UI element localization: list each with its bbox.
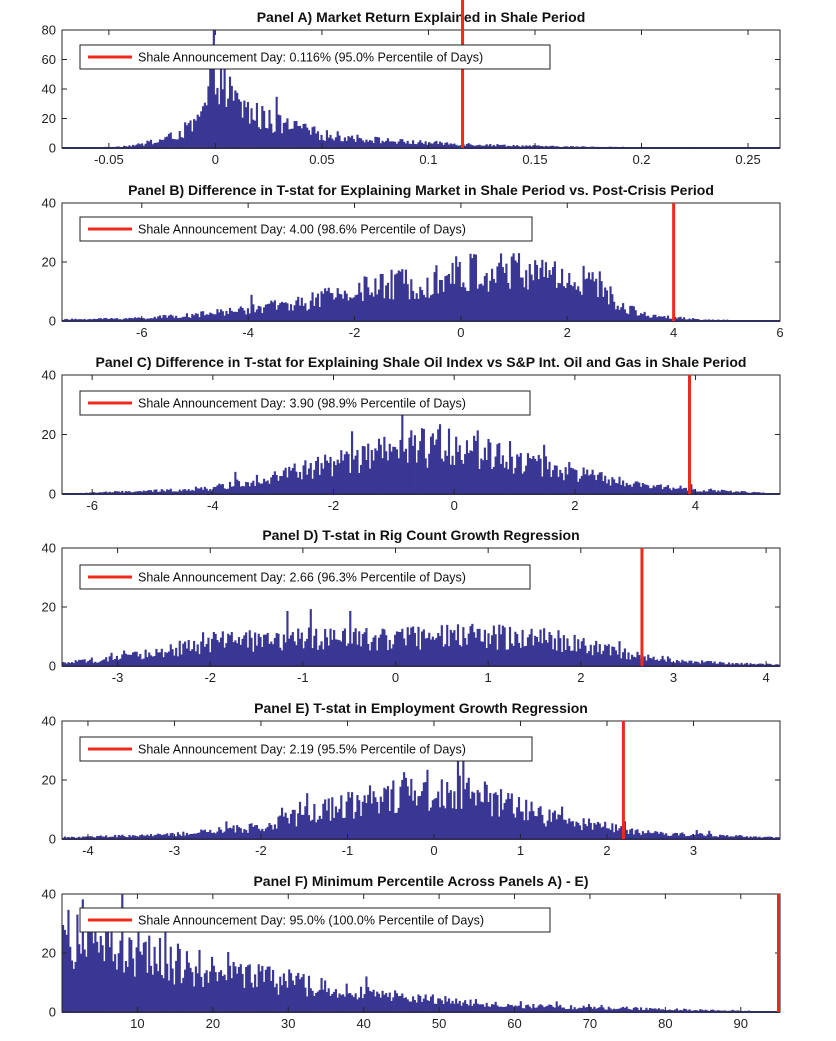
x-tick-label: -2	[328, 498, 340, 513]
x-tick-label: 1	[517, 843, 524, 858]
legend-label: Shale Announcement Day: 4.00 (98.6% Perc…	[138, 223, 466, 237]
y-tick-label: 20	[42, 600, 56, 615]
y-tick-label: 40	[42, 541, 56, 556]
panel-title: Panel F) Minimum Percentile Across Panel…	[253, 873, 588, 889]
x-tick-label: 0	[430, 843, 437, 858]
x-tick-label: 0	[392, 670, 399, 685]
x-tick-label: 0.2	[632, 152, 650, 167]
panel-e: Panel E) T-stat in Employment Growth Reg…	[42, 700, 781, 858]
legend: Shale Announcement Day: 2.19 (95.5% Perc…	[80, 737, 532, 761]
x-tick-label: 4	[762, 670, 769, 685]
x-tick-label: 90	[734, 1016, 748, 1031]
panel-title: Panel E) T-stat in Employment Growth Reg…	[254, 700, 588, 716]
panel-a: Panel A) Market Return Explained in Shal…	[42, 0, 780, 167]
panel-title: Panel D) T-stat in Rig Count Growth Regr…	[262, 527, 579, 543]
x-tick-label: 0	[457, 325, 464, 340]
x-tick-label: -6	[136, 325, 148, 340]
panel-title: Panel B) Difference in T-stat for Explai…	[128, 182, 714, 198]
x-tick-label: 4	[670, 325, 677, 340]
panel-title: Panel A) Market Return Explained in Shal…	[257, 9, 586, 25]
x-tick-label: 4	[692, 498, 699, 513]
x-tick-label: 60	[507, 1016, 521, 1031]
legend: Shale Announcement Day: 0.116% (95.0% Pe…	[80, 45, 550, 69]
x-tick-label: 50	[432, 1016, 446, 1031]
x-tick-label: 30	[281, 1016, 295, 1031]
x-tick-label: 0.1	[419, 152, 437, 167]
x-tick-label: -2	[204, 670, 216, 685]
y-tick-label: 40	[42, 82, 56, 97]
y-tick-label: 40	[42, 196, 56, 211]
x-tick-label: 0	[451, 498, 458, 513]
panel-c: Panel C) Difference in T-stat for Explai…	[42, 354, 780, 513]
legend-label: Shale Announcement Day: 0.116% (95.0% Pe…	[138, 51, 483, 65]
y-tick-label: 0	[49, 314, 56, 329]
y-tick-label: 0	[49, 487, 56, 502]
x-tick-label: 2	[571, 498, 578, 513]
y-tick-label: 0	[49, 832, 56, 847]
x-tick-label: -3	[169, 843, 181, 858]
x-tick-label: -3	[112, 670, 124, 685]
y-tick-label: 20	[42, 946, 56, 961]
legend: Shale Announcement Day: 3.90 (98.9% Perc…	[80, 391, 530, 415]
x-tick-label: 0.15	[522, 152, 547, 167]
x-tick-label: 40	[356, 1016, 370, 1031]
y-tick-label: 20	[42, 773, 56, 788]
x-tick-label: -4	[207, 498, 219, 513]
x-tick-label: 80	[658, 1016, 672, 1031]
x-tick-label: -2	[349, 325, 361, 340]
x-tick-label: 70	[583, 1016, 597, 1031]
x-tick-label: 10	[130, 1016, 144, 1031]
x-tick-label: 2	[577, 670, 584, 685]
x-tick-label: -1	[297, 670, 309, 685]
x-tick-label: 2	[603, 843, 610, 858]
panel-title: Panel C) Difference in T-stat for Explai…	[96, 354, 747, 370]
legend-label: Shale Announcement Day: 2.66 (96.3% Perc…	[138, 571, 466, 585]
legend: Shale Announcement Day: 4.00 (98.6% Perc…	[80, 217, 532, 241]
x-tick-label: 0.25	[735, 152, 760, 167]
legend-label: Shale Announcement Day: 2.19 (95.5% Perc…	[138, 743, 466, 757]
panel-d: Panel D) T-stat in Rig Count Growth Regr…	[42, 527, 781, 685]
y-tick-label: 0	[49, 659, 56, 674]
x-tick-label: 20	[206, 1016, 220, 1031]
x-tick-label: 3	[690, 843, 697, 858]
panel-b: Panel B) Difference in T-stat for Explai…	[42, 182, 784, 340]
y-tick-label: 20	[42, 111, 56, 126]
legend-label: Shale Announcement Day: 95.0% (100.0% Pe…	[138, 914, 484, 928]
x-tick-label: -4	[242, 325, 254, 340]
x-tick-label: -4	[82, 843, 94, 858]
x-tick-label: 6	[776, 325, 783, 340]
legend: Shale Announcement Day: 2.66 (96.3% Perc…	[80, 565, 530, 589]
x-tick-label: -2	[255, 843, 267, 858]
y-tick-label: 40	[42, 887, 56, 902]
x-tick-label: 0	[212, 152, 219, 167]
legend: Shale Announcement Day: 95.0% (100.0% Pe…	[80, 908, 550, 932]
x-tick-label: -6	[86, 498, 98, 513]
y-tick-label: 20	[42, 427, 56, 442]
y-tick-label: 0	[49, 1005, 56, 1020]
y-tick-label: 40	[42, 368, 56, 383]
y-tick-label: 40	[42, 714, 56, 729]
x-tick-label: 2	[564, 325, 571, 340]
x-tick-label: 3	[670, 670, 677, 685]
y-tick-label: 0	[49, 141, 56, 156]
y-tick-label: 60	[42, 52, 56, 67]
y-tick-label: 20	[42, 255, 56, 270]
x-tick-label: 0.05	[309, 152, 334, 167]
x-tick-label: -1	[342, 843, 354, 858]
y-tick-label: 80	[42, 23, 56, 38]
x-tick-label: -0.05	[94, 152, 124, 167]
x-tick-label: 1	[485, 670, 492, 685]
legend-label: Shale Announcement Day: 3.90 (98.9% Perc…	[138, 397, 466, 411]
panel-f: Panel F) Minimum Percentile Across Panel…	[42, 873, 780, 1031]
